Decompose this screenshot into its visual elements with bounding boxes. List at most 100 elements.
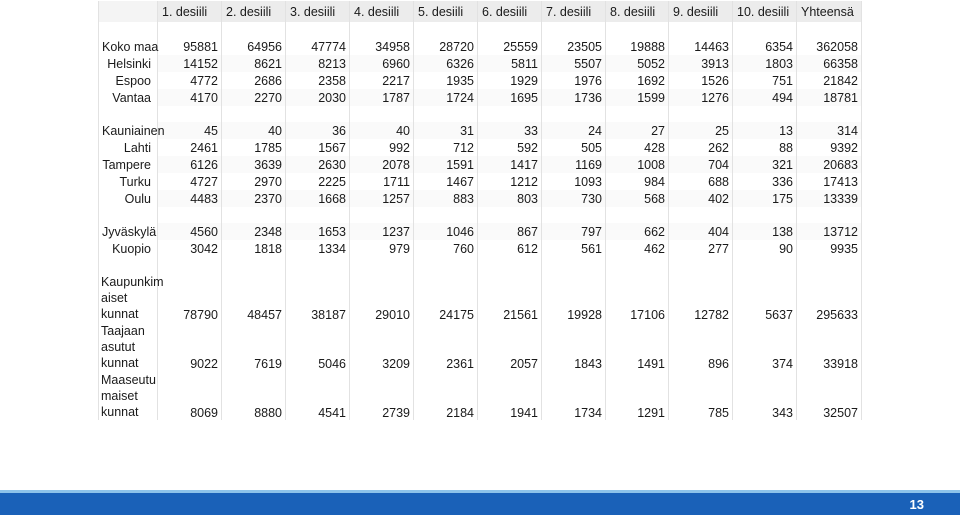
- table-cell: 984: [605, 173, 669, 190]
- table-cell: 3913: [668, 55, 733, 72]
- table-cell: 992: [349, 139, 414, 156]
- table-cell: 6126: [157, 156, 222, 173]
- table-cell: 2225: [285, 173, 350, 190]
- table-cell: 277: [668, 240, 733, 257]
- table-cell: 6326: [413, 55, 478, 72]
- table-row: Turku 4727 2970 2225 1711 1467 1212 1093 984 688 3…: [98, 173, 862, 190]
- table-cell: 29010: [349, 273, 414, 322]
- page-number: 13: [909, 497, 924, 512]
- row-label: Kauniainen: [98, 122, 165, 139]
- table-cell: 4483: [157, 190, 222, 207]
- table-cell: 95881: [157, 38, 222, 55]
- table-cell: 1526: [668, 72, 733, 89]
- table-cell: 47774: [285, 38, 350, 55]
- table-header-row: 1. desiili 2. desiili 3. desiili 4. desi…: [98, 1, 862, 22]
- spacer-row: [98, 22, 862, 38]
- table-cell: 88: [732, 139, 797, 156]
- table-cell: 295633: [796, 273, 862, 322]
- table-cell: 1276: [668, 89, 733, 106]
- table-cell: 2630: [285, 156, 350, 173]
- table-cell: 90: [732, 240, 797, 257]
- table-cell: 592: [477, 139, 542, 156]
- table-cell: 3209: [349, 322, 414, 371]
- table-cell: 1257: [349, 190, 414, 207]
- table-cell: 1567: [285, 139, 350, 156]
- income-decile-table: 1. desiili 2. desiili 3. desiili 4. desi…: [98, 1, 862, 420]
- table-cell: 5637: [732, 273, 797, 322]
- table-cell: 36: [285, 122, 350, 139]
- table-cell: 896: [668, 322, 733, 371]
- table-cell: 1818: [221, 240, 286, 257]
- header-cell: 6. desiili: [477, 1, 542, 22]
- table-cell: 33: [477, 122, 542, 139]
- table-cell: 4541: [285, 371, 350, 420]
- row-label: Vantaa: [98, 89, 158, 106]
- table-cell: 66358: [796, 55, 862, 72]
- table-cell: 5507: [541, 55, 606, 72]
- table-cell: 1169: [541, 156, 606, 173]
- table-cell: 730: [541, 190, 606, 207]
- table-cell: 494: [732, 89, 797, 106]
- table-cell: 3042: [157, 240, 222, 257]
- table-cell: 867: [477, 223, 542, 240]
- table-cell: 1237: [349, 223, 414, 240]
- table-cell: 2217: [349, 72, 414, 89]
- table-cell: 1787: [349, 89, 414, 106]
- table-cell: 1736: [541, 89, 606, 106]
- spacer-row: [98, 106, 862, 122]
- table-cell: 25: [668, 122, 733, 139]
- table-cell: 1008: [605, 156, 669, 173]
- header-cell: 4. desiili: [349, 1, 414, 22]
- row-label: Turku: [98, 173, 158, 190]
- table-cell: 5046: [285, 322, 350, 371]
- table-cell: 2370: [221, 190, 286, 207]
- table-row: Tampere 6126 3639 2630 2078 1591 1417 1169 1008 7…: [98, 156, 862, 173]
- table-cell: 321: [732, 156, 797, 173]
- table-cell: 48457: [221, 273, 286, 322]
- row-label: Kuopio: [98, 240, 158, 257]
- table-cell: 33918: [796, 322, 862, 371]
- table-cell: 34958: [349, 38, 414, 55]
- row-label: Maaseutu maiset kunnat: [98, 371, 158, 420]
- table-cell: 1093: [541, 173, 606, 190]
- table-cell: 612: [477, 240, 542, 257]
- table-cell: 362058: [796, 38, 862, 55]
- table-row: Kuopio 3042 1818 1334 979 760 612 561 462 277 90 99…: [98, 240, 862, 257]
- row-label: Kaupunkim aiset kunnat: [98, 273, 164, 322]
- table-cell: 2461: [157, 139, 222, 156]
- table-cell: 8213: [285, 55, 350, 72]
- table-cell: 40: [349, 122, 414, 139]
- table-cell: 9392: [796, 139, 862, 156]
- table-cell: 2270: [221, 89, 286, 106]
- table-cell: 688: [668, 173, 733, 190]
- table-cell: 1929: [477, 72, 542, 89]
- table-cell: 6960: [349, 55, 414, 72]
- table-row: Helsinki 14152 8621 8213 6960 6326 5811 5507 505…: [98, 55, 862, 72]
- table-cell: 1599: [605, 89, 669, 106]
- row-label: Jyväskylä: [98, 223, 158, 240]
- table-row: Kauniainen 45 40 36 40 31 33 24 27 25 13 314: [98, 122, 862, 139]
- header-cell: 1. desiili: [157, 1, 222, 22]
- table-row: Kaupunkim aiset kunnat 78790 48457 38187 290…: [98, 273, 862, 322]
- table-cell: 40: [221, 122, 286, 139]
- table-cell: 1692: [605, 72, 669, 89]
- table-row: Oulu 4483 2370 1668 1257 883 803 730 568 402 175 13…: [98, 190, 862, 207]
- row-label: Taajaan asutut kunnat: [98, 322, 158, 371]
- table-cell: 1417: [477, 156, 542, 173]
- table-cell: 2184: [413, 371, 478, 420]
- table-cell: 13712: [796, 223, 862, 240]
- table-cell: 883: [413, 190, 478, 207]
- table-cell: 2970: [221, 173, 286, 190]
- table-cell: 9935: [796, 240, 862, 257]
- table-cell: 27: [605, 122, 669, 139]
- footer-bar: [0, 493, 960, 515]
- table-cell: 505: [541, 139, 606, 156]
- table-cell: 751: [732, 72, 797, 89]
- table-cell: 1467: [413, 173, 478, 190]
- table-cell: 8069: [157, 371, 222, 420]
- row-label: Lahti: [98, 139, 158, 156]
- header-cell: 10. desiili: [732, 1, 797, 22]
- table-cell: 1935: [413, 72, 478, 89]
- footer-accent-bar: [0, 490, 960, 493]
- table-cell: 1291: [605, 371, 669, 420]
